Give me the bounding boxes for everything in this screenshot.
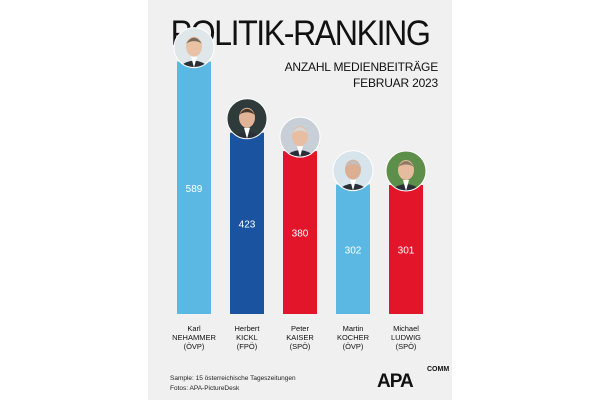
portrait-nehammer — [174, 27, 214, 68]
category-label-1-2: (FPÖ) — [237, 342, 258, 351]
infographic-card: POLITIK-RANKING ANZAHL MEDIENBEITRÄGE FE… — [148, 0, 452, 400]
category-label-0-2: (ÖVP) — [184, 342, 205, 351]
data-label-4: 301 — [398, 246, 415, 257]
category-label-0-1: NEHAMMER — [172, 333, 216, 342]
category-label-2-1: KAISER — [286, 333, 314, 342]
bar-1 — [230, 132, 264, 314]
data-label-3: 302 — [345, 245, 362, 256]
category-label-3-1: KOCHER — [337, 333, 370, 342]
category-label-3-0: Martin — [343, 324, 364, 333]
category-label-3-2: (ÖVP) — [343, 342, 364, 351]
data-label-2: 380 — [292, 229, 309, 240]
category-label-0-0: Karl — [187, 324, 201, 333]
category-label-2-2: (SPÖ) — [290, 342, 311, 351]
category-label-1-0: Herbert — [234, 324, 260, 333]
sample-note: Sample: 15 österreichische Tageszeitunge… — [170, 375, 296, 382]
chart-subtitle-metric: ANZAHL MEDIENBEITRÄGE — [284, 60, 439, 74]
photo-credit: Fotos: APA-PictureDesk — [170, 385, 240, 392]
category-label-1-1: KICKL — [236, 333, 258, 342]
apa-logo-comm: COMM — [427, 366, 450, 373]
category-label-4-0: Michael — [393, 324, 419, 333]
bar-2 — [283, 151, 317, 314]
apa-logo: APA — [377, 371, 414, 392]
bar-0 — [177, 61, 211, 315]
chart-subtitle-period: FEBRUAR 2023 — [353, 76, 438, 90]
data-label-0: 589 — [186, 184, 203, 195]
portrait-kickl — [227, 98, 267, 139]
category-label-2-0: Peter — [291, 324, 309, 333]
bar-3 — [336, 184, 370, 314]
data-label-1: 423 — [239, 219, 256, 230]
category-label-4-1: LUDWIG — [391, 333, 421, 342]
bar-4 — [389, 185, 423, 314]
category-label-4-2: (SPÖ) — [396, 342, 417, 351]
